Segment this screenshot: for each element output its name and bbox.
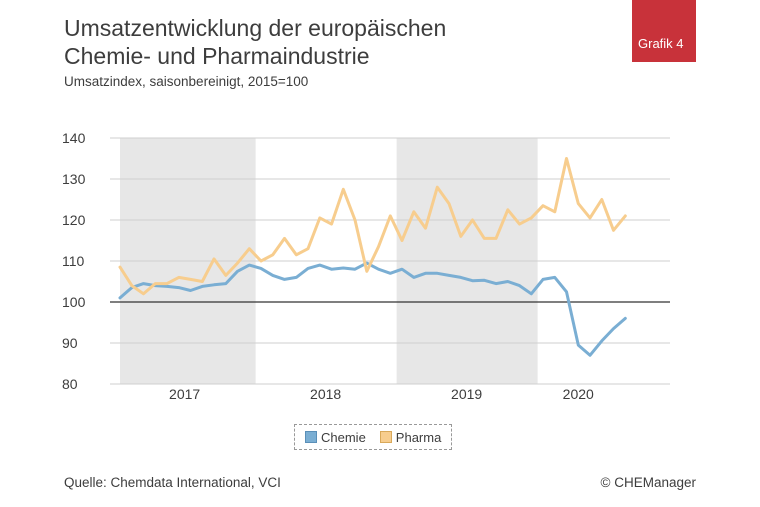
x-year-label-2018: 2018 [310, 386, 341, 402]
legend: Chemie Pharma [294, 424, 453, 450]
legend-swatch-pharma [379, 431, 392, 443]
y-tick-label-140: 140 [62, 130, 86, 146]
x-year-label-2020: 2020 [563, 386, 594, 402]
y-tick-label-110: 110 [62, 253, 85, 269]
y-tick-label-120: 120 [62, 212, 86, 228]
y-tick-label-130: 130 [62, 171, 86, 187]
legend-label-chemie: Chemie [321, 429, 366, 445]
y-tick-label-90: 90 [62, 335, 78, 351]
copyright-note: © CHEManager [600, 475, 696, 490]
series-line-pharma [118, 157, 627, 296]
source-note: Quelle: Chemdata International, VCI [64, 475, 281, 490]
y-tick-label-80: 80 [62, 376, 78, 392]
chart-subtitle: Umsatzindex, saisonbereinigt, 2015=100 [64, 74, 309, 89]
legend-item-pharma: Pharma [379, 429, 442, 445]
legend-item-chemie: Chemie [305, 430, 366, 445]
x-year-label-2017: 2017 [169, 386, 200, 402]
y-tick-label-100: 100 [62, 294, 86, 310]
title-line-1: Umsatzentwicklung der europäischen [64, 15, 447, 41]
title-line-2: Chemie- und Pharmaindustrie [64, 43, 370, 69]
x-year-label-2019: 2019 [451, 386, 482, 402]
chart-title: Umsatzentwicklung der europäischen Chemi… [64, 14, 584, 70]
figure-badge: Grafik 4 [632, 0, 696, 62]
legend-swatch-chemie [305, 431, 317, 443]
legend-label-pharma: Pharma [395, 429, 442, 445]
series-line-chemie [118, 261, 627, 357]
